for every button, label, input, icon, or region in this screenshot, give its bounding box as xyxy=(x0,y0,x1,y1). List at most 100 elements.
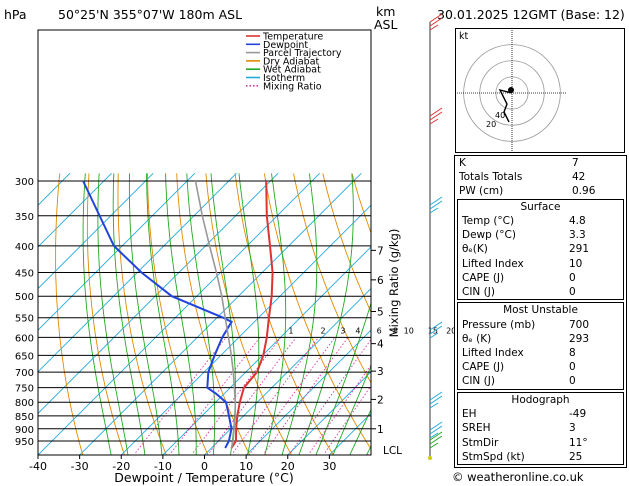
row-value: 25 xyxy=(569,450,583,463)
lcl-label: LCL xyxy=(383,445,402,457)
row-value: 42 xyxy=(572,171,586,184)
row-value: 0 xyxy=(569,271,576,284)
km-tick-label: 7 xyxy=(377,245,384,257)
row-label: K xyxy=(459,157,466,169)
row-value: 291 xyxy=(569,243,590,256)
mixing-ratio-line xyxy=(324,385,371,453)
row-label: CIN (J) xyxy=(462,375,495,388)
row-label: CAPE (J) xyxy=(462,271,505,284)
hodograph-unit-label: kt xyxy=(459,31,469,42)
mixing-ratio-line xyxy=(309,364,371,453)
dry-adiabat-line xyxy=(205,173,293,455)
isotherm-line xyxy=(78,173,362,455)
row-label: Totals Totals xyxy=(459,171,523,184)
wind-barb-icon xyxy=(429,321,443,339)
x-tick-label: 20 xyxy=(281,460,295,473)
pressure-tick-label: 350 xyxy=(15,212,34,223)
table-row: StmSpd (kt) 25 xyxy=(458,450,623,464)
dry-adiabat-line xyxy=(55,173,84,455)
wet-adiabat-line xyxy=(264,173,287,455)
pressure-tick-label: 800 xyxy=(15,398,34,409)
row-label: SREH xyxy=(462,422,491,435)
mixing-ratio-label: 3 xyxy=(340,326,345,335)
copyright-footer: © weatheronline.co.uk xyxy=(452,470,584,484)
table-row: CAPE (J) 0 xyxy=(458,360,623,374)
wind-barb-icon xyxy=(429,391,443,409)
hodograph-ring-label: 40 xyxy=(495,111,505,120)
mixing-ratio-label: 15 xyxy=(428,326,438,335)
table-row: CAPE (J) 0 xyxy=(458,271,623,285)
row-value: 0 xyxy=(569,286,576,298)
table-row: SREH 3 xyxy=(458,421,623,435)
isotherm-line xyxy=(245,329,371,455)
wet-adiabat-line xyxy=(82,173,112,455)
dry-adiabat-line xyxy=(86,173,125,455)
pressure-tick-label: 850 xyxy=(15,412,34,423)
mixing-ratio-label: 10 xyxy=(404,326,414,335)
pressure-tick-label: 300 xyxy=(15,177,34,188)
isotherm-line xyxy=(38,173,154,290)
row-value: 293 xyxy=(569,332,590,345)
isotherm-line xyxy=(38,173,279,415)
x-tick-label: -20 xyxy=(112,460,130,473)
row-label: CAPE (J) xyxy=(462,361,505,374)
wind-barb-icon xyxy=(429,13,443,31)
table-row: CIN (J) 0 xyxy=(458,374,623,388)
isotherm-line xyxy=(38,173,237,373)
hodograph-ring-label: 20 xyxy=(486,120,496,129)
row-label: θₑ(K) xyxy=(462,243,488,256)
wet-adiabat-line xyxy=(315,301,371,455)
table-row: Temp (°C) 4.8 xyxy=(458,214,623,228)
row-value: 0.96 xyxy=(572,185,596,198)
mixing-ratio-axis-label: Mixing Ratio (g/kg) xyxy=(387,229,401,338)
row-value: 11° xyxy=(569,436,588,449)
km-tick-label: 3 xyxy=(377,366,384,378)
table-row: StmDir 11° xyxy=(458,436,623,450)
row-value: 0 xyxy=(569,361,576,374)
series-dewpoint-line xyxy=(82,180,234,449)
row-label: StmDir xyxy=(462,436,499,449)
dry-adiabat-line xyxy=(147,173,209,455)
legend-label: Mixing Ratio xyxy=(263,81,322,92)
row-label: Pressure (mb) xyxy=(462,318,536,331)
mixing-ratio-label: 2 xyxy=(320,326,325,335)
mixing-ratio-label: 20 xyxy=(446,326,456,335)
row-label: StmSpd (kt) xyxy=(462,450,525,463)
mixing-ratio-line xyxy=(264,337,349,453)
row-label: PW (cm) xyxy=(459,185,504,198)
wet-adiabat-line xyxy=(281,173,318,455)
legend-label: Parcel Trajectory xyxy=(263,48,342,59)
mixing-ratio-line xyxy=(290,338,371,453)
wind-barb-icon xyxy=(429,196,443,214)
series-temperature-line xyxy=(230,180,274,449)
km-tick-label: 2 xyxy=(377,394,384,406)
most-unstable-title: Most Unstable xyxy=(503,304,578,317)
legend-label: Wet Adiabat xyxy=(263,65,321,76)
pressure-tick-label: 550 xyxy=(15,314,34,325)
mixing-ratio-label: 6 xyxy=(377,326,382,335)
isotherm-line xyxy=(38,173,196,331)
x-tick-label: -40 xyxy=(29,460,47,473)
surface-wind-marker xyxy=(428,456,432,460)
wet-adiabat-line xyxy=(238,173,260,455)
pressure-tick-label: 650 xyxy=(15,351,34,362)
row-value: 0 xyxy=(569,375,576,388)
isotherm-line xyxy=(38,173,112,248)
legend-box xyxy=(242,31,364,91)
dry-adiabat-line xyxy=(117,173,167,455)
wet-adiabat-line xyxy=(112,173,146,455)
table-row: EH -49 xyxy=(458,407,623,421)
isotherm-line xyxy=(38,173,71,206)
mixing-ratio-line xyxy=(250,337,336,453)
pressure-tick-label: 900 xyxy=(15,425,34,436)
row-label: Dewp (°C) xyxy=(462,229,516,242)
table-row: Lifted Index 8 xyxy=(458,346,623,360)
row-value: 10 xyxy=(569,257,583,270)
hodograph-title: Hodograph xyxy=(511,393,570,406)
x-axis-label: Dewpoint / Temperature (°C) xyxy=(114,470,293,485)
pressure-tick-label: 450 xyxy=(15,268,34,279)
